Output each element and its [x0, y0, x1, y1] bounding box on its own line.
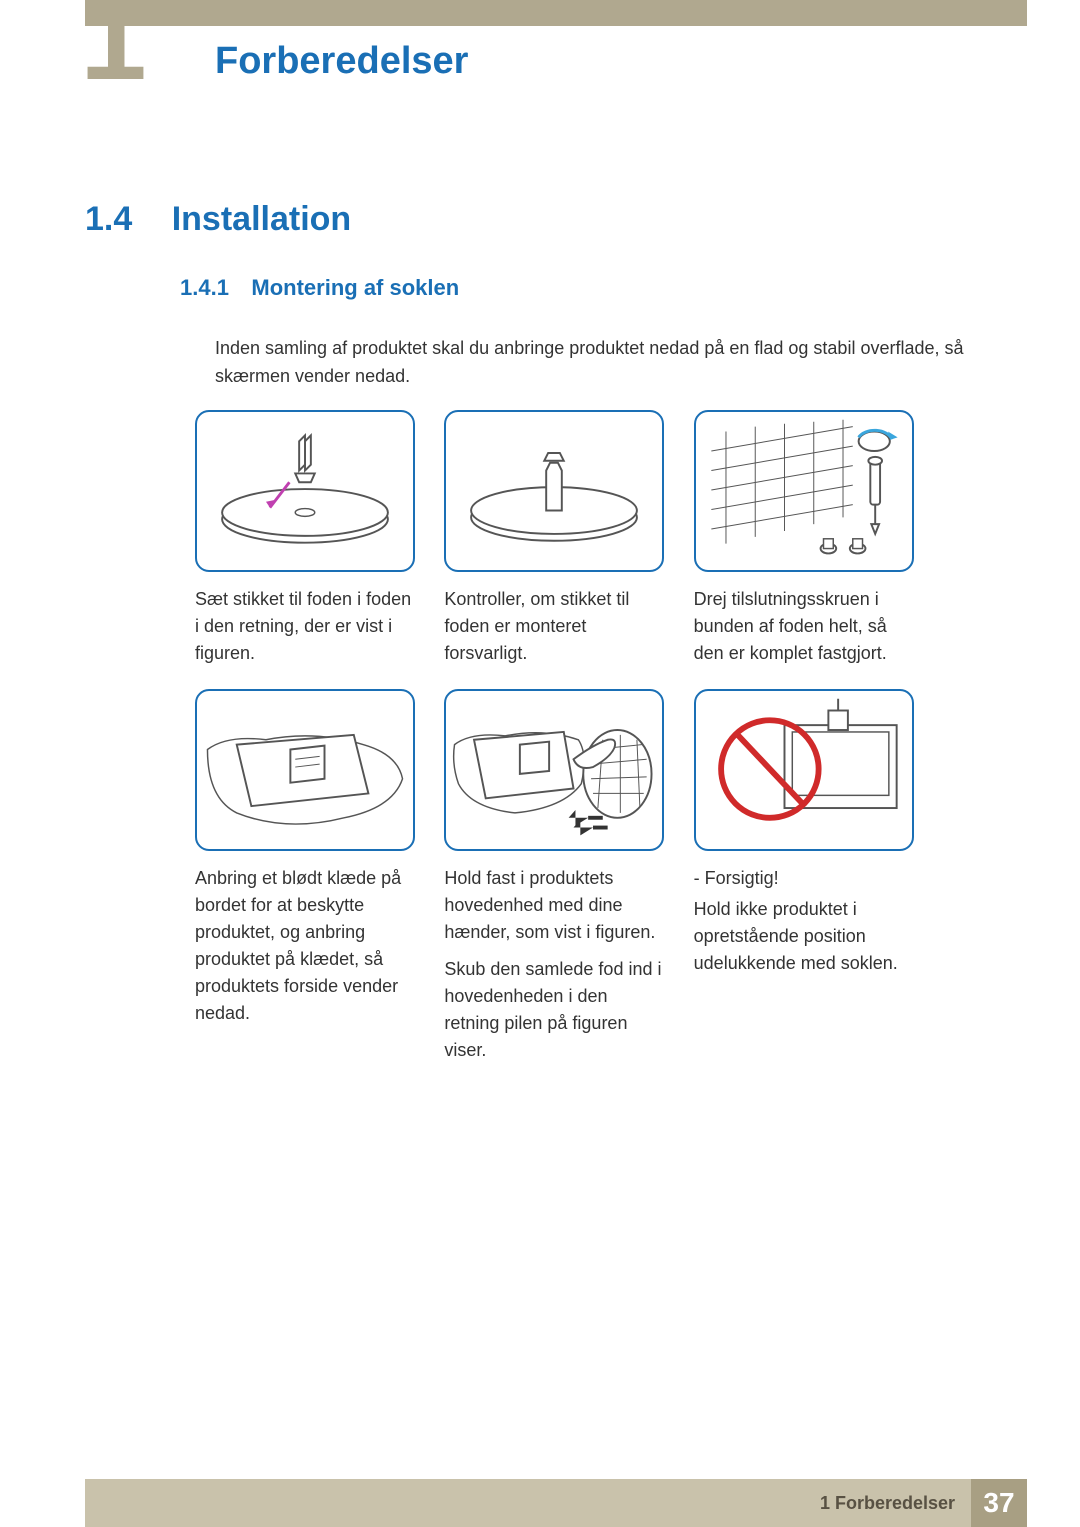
- step-1b: Kontroller, om stikket til foden er mont…: [444, 410, 665, 667]
- subsection-number: 1.4.1: [180, 275, 229, 301]
- chapter-digit: 1: [80, 0, 147, 86]
- subsection-title: Montering af soklen: [251, 275, 459, 301]
- step-2c-caption: Hold ikke produktet i opretstående posit…: [694, 896, 915, 977]
- step-2b-caption-2: Skub den samlede fod ind i hovedenheden …: [444, 956, 665, 1064]
- footer-label: 1 Forberedelser: [820, 1493, 955, 1514]
- illustration-tighten-screw: [694, 410, 914, 572]
- step-2a-caption: Anbring et blødt klæde på bordet for at …: [195, 865, 416, 1027]
- header-bar: [85, 0, 1027, 26]
- section-number: 1.4: [85, 200, 132, 239]
- footer-page-number: 37: [983, 1487, 1014, 1519]
- step-1c-caption: Drej tilslutningsskruen i bunden af fode…: [694, 586, 915, 667]
- subsection-heading: 1.4.1 Montering af soklen: [180, 275, 459, 301]
- page-root: 1 Forberedelser 1.4 Installation 1.4.1 M…: [0, 0, 1080, 1527]
- step-1c: Drej tilslutningsskruen i bunden af fode…: [694, 410, 915, 667]
- section-heading: 1.4 Installation: [85, 200, 351, 239]
- step-2c: - Forsigtig! Hold ikke produktet i opret…: [694, 689, 915, 1064]
- steps-grid: Sæt stikket til foden i foden i den retn…: [195, 410, 915, 1064]
- intro-paragraph: Inden samling af produktet skal du anbri…: [215, 335, 1000, 391]
- step-1a-caption: Sæt stikket til foden i foden i den retn…: [195, 586, 416, 667]
- step-2c-caution-label: - Forsigtig!: [694, 865, 915, 892]
- illustration-caution-prohibit: [694, 689, 914, 851]
- chapter-title: Forberedelser: [215, 40, 468, 83]
- step-1b-caption: Kontroller, om stikket til foden er mont…: [444, 586, 665, 667]
- step-1a: Sæt stikket til foden i foden i den retn…: [195, 410, 416, 667]
- step-2a: Anbring et blødt klæde på bordet for at …: [195, 689, 416, 1064]
- chapter-digit-box: 1: [85, 0, 145, 95]
- footer-bar: 1 Forberedelser: [85, 1479, 971, 1527]
- section-title: Installation: [172, 200, 351, 239]
- illustration-insert-base: [444, 689, 664, 851]
- page-footer: 1 Forberedelser 37: [85, 1479, 1027, 1527]
- footer-page-box: 37: [971, 1479, 1027, 1527]
- step-2b-caption-1: Hold fast i produktets hovedenhed med di…: [444, 865, 665, 946]
- illustration-insert-connector: [195, 410, 415, 572]
- illustration-cloth-placement: [195, 689, 415, 851]
- illustration-check-connector: [444, 410, 664, 572]
- step-2b: Hold fast i produktets hovedenhed med di…: [444, 689, 665, 1064]
